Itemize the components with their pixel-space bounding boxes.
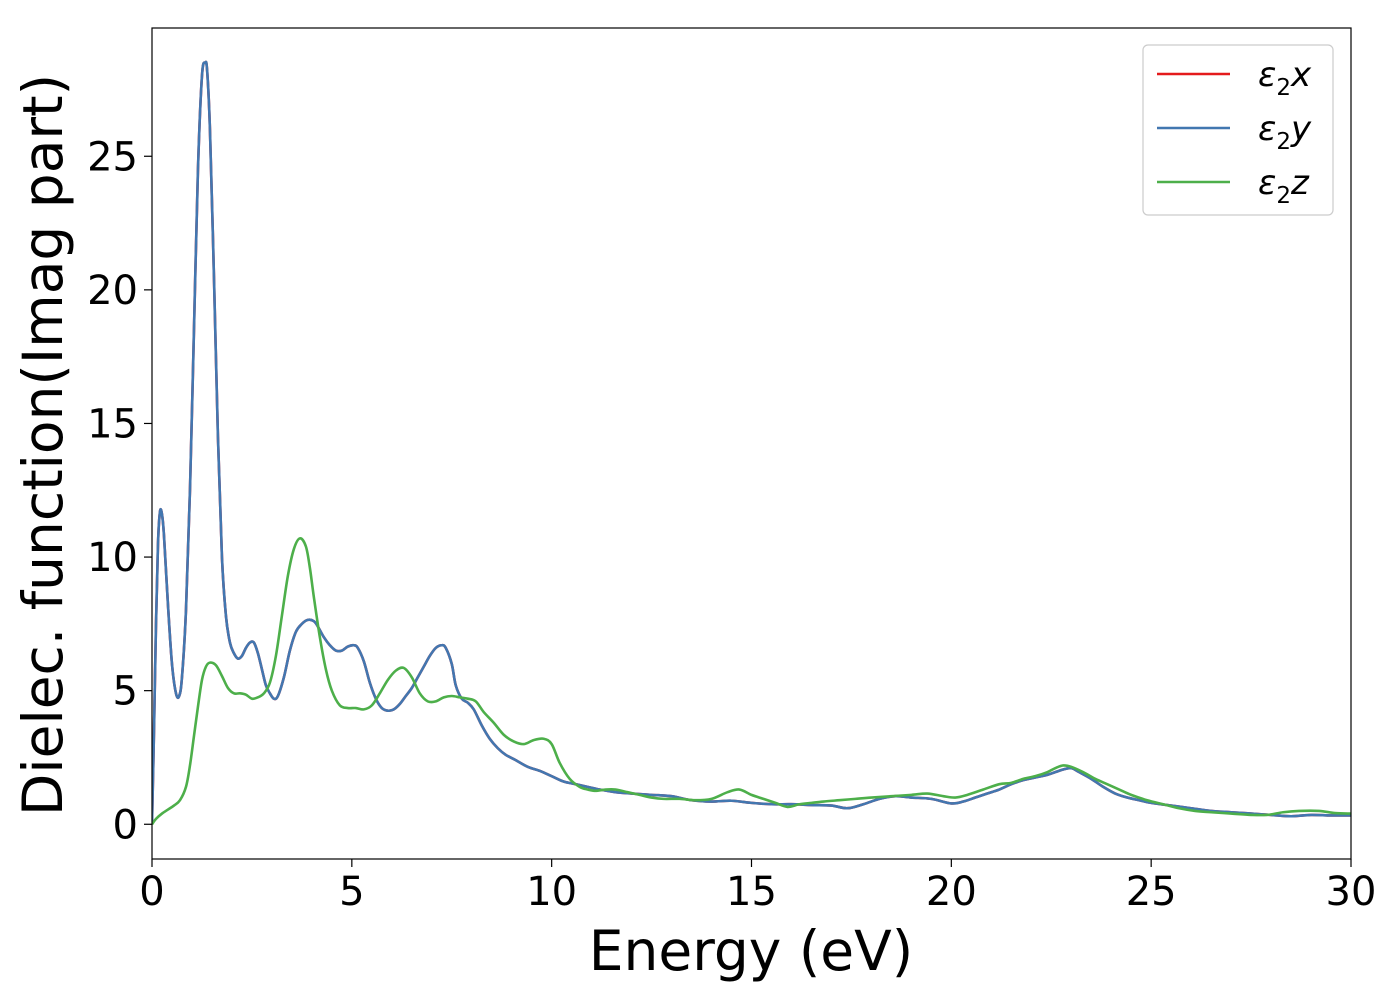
x-tick-label: 15 [726,869,777,915]
y-tick-label: 20 [87,268,138,314]
y-tick-label: 25 [87,134,138,180]
y-tick-label: 15 [87,401,138,447]
x-tick-label: 20 [926,869,977,915]
y-axis-label: Dielec. function(Imag part) [11,74,75,816]
y-tick-label: 5 [113,669,138,715]
series-layer [152,60,1351,826]
x-axis: 0 5 10 15 20 25 30 [139,859,1376,915]
legend: ε2x ε2y ε2z [1142,44,1334,216]
y-tick-label: 10 [87,535,138,581]
y-axis: 0 5 10 15 20 25 [87,134,152,848]
y-tick-label: 0 [113,802,138,848]
x-tick-label: 25 [1126,869,1177,915]
legend-label-y: ε2y [1258,109,1312,155]
x-tick-label: 5 [339,869,364,915]
x-tick-label: 30 [1326,869,1377,915]
series-line-z [152,537,1351,826]
legend-box [1142,44,1334,216]
x-axis-label: Energy (eV) [589,919,913,983]
x-tick-label: 0 [139,869,164,915]
legend-label-z: ε2z [1258,163,1310,209]
x-tick-label: 10 [526,869,577,915]
legend-label-x: ε2x [1258,55,1312,101]
